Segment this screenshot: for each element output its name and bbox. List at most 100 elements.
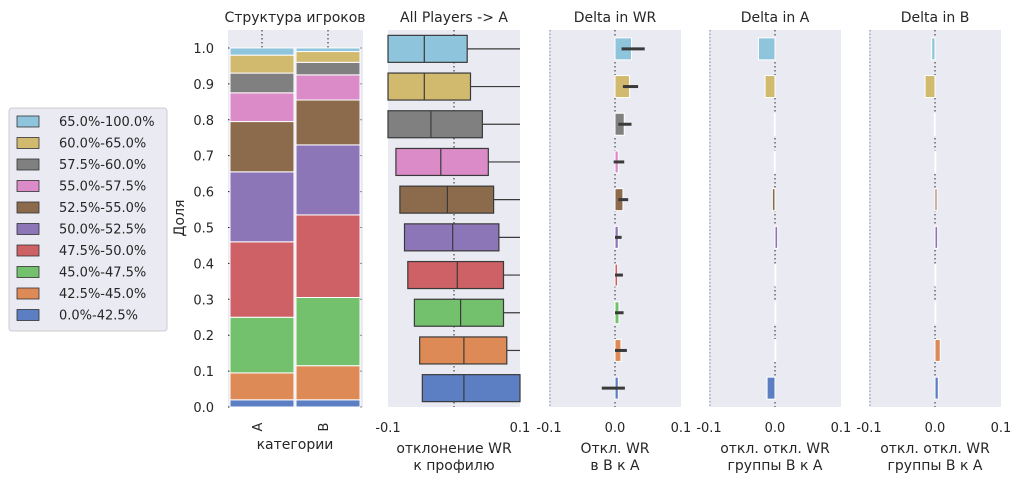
delta-bar (774, 338, 777, 362)
panel2-xtick: 0.1 (510, 421, 531, 436)
stack-segment (229, 316, 295, 374)
delta-bar (934, 150, 937, 174)
panel4-xtick: 0.1 (831, 421, 852, 436)
delta-bar (771, 188, 776, 212)
delta-bar (773, 150, 776, 174)
delta-bar (934, 338, 941, 362)
panel1-ytick: 0.9 (193, 78, 214, 93)
panel3-xlabel: Откл. WR (580, 441, 649, 457)
stack-segment (229, 92, 295, 123)
stack-segment (295, 214, 361, 298)
legend-swatch (16, 266, 40, 278)
stack-segment (295, 296, 361, 367)
panel4-xlabel: откл. откл. WR (720, 441, 830, 457)
legend-swatch (16, 223, 40, 235)
delta-bar (766, 376, 776, 400)
stack-segment (229, 399, 295, 408)
panel5-xlabel: откл. откл. WR (880, 441, 990, 457)
delta-bar (758, 37, 776, 61)
delta-bar (773, 112, 776, 136)
panel5-title: Delta in B (901, 10, 970, 26)
panel4-xtick: -0.1 (696, 421, 721, 436)
stack-segment (295, 144, 361, 216)
panel4-title: Delta in A (741, 10, 810, 26)
stack-segment (295, 61, 361, 76)
panel1-ytick: 0.0 (193, 401, 214, 416)
panel1-ytick: 1.0 (193, 42, 214, 57)
legend-label: 47.5%-50.0% (59, 244, 146, 259)
legend-box (8, 107, 168, 332)
panel1-ytick: 0.6 (193, 186, 214, 201)
panel1-ytick: 0.7 (193, 150, 214, 165)
legend-label: 55.0%-57.5% (59, 180, 146, 195)
stack-segment (295, 51, 361, 63)
panel1-ytick: 0.1 (193, 365, 214, 380)
panel1-title: Структура игроков (224, 10, 365, 26)
legend-label: 42.5%-45.0% (59, 287, 146, 302)
legend-label: 57.5%-60.0% (59, 158, 146, 173)
box (387, 110, 483, 139)
panel3-title: Delta in WR (574, 10, 657, 26)
stack-segment (295, 47, 361, 53)
delta-bar (934, 225, 939, 249)
panel4-xtick: 0.0 (765, 421, 786, 436)
delta-bar (764, 75, 776, 99)
box (399, 185, 495, 214)
panel1-ylabel: Доля (172, 200, 188, 237)
panel3-xlabel: в B к A (590, 458, 640, 474)
panel2-xlabel: к профилю (413, 458, 495, 474)
panel5-xtick: 0.0 (925, 421, 946, 436)
box (387, 72, 472, 101)
delta-bar (931, 37, 936, 61)
panel2-title: All Players -> A (400, 10, 508, 26)
legend-swatch (16, 115, 40, 128)
legend-swatch (16, 137, 40, 149)
panel1-xlabel: категории (257, 437, 334, 453)
stack-segment (229, 372, 295, 401)
stack-segment (229, 171, 295, 243)
stack-segment (295, 399, 361, 408)
delta-bar (934, 263, 937, 287)
panel3-xtick: -0.1 (536, 421, 561, 436)
stack-segment (229, 241, 295, 318)
delta-bar (934, 376, 939, 400)
stack-segment (229, 72, 295, 94)
panel1-ytick: 0.4 (193, 257, 214, 272)
panel1-ytick: 0.8 (193, 114, 214, 129)
panel2-xlabel: отклонение WR (396, 441, 512, 457)
stack-segment (229, 121, 295, 173)
panel2-xtick: -0.1 (375, 421, 400, 436)
delta-bar (933, 112, 936, 136)
legend-label: 50.0%-52.5% (59, 223, 146, 238)
legend-label: 0.0%-42.5% (59, 309, 138, 324)
delta-bar (934, 301, 937, 325)
delta-bar (774, 301, 777, 325)
box (421, 374, 521, 403)
legend-swatch (16, 158, 40, 171)
panel1-xtick: A (251, 422, 266, 431)
legend-swatch (16, 309, 40, 321)
panel5-xlabel: группы B к A (888, 458, 983, 474)
stack-segment (295, 74, 361, 101)
box (419, 336, 508, 365)
panel1-xtick: B (317, 423, 332, 432)
panel3-xtick: 0.0 (605, 421, 626, 436)
box (407, 260, 505, 290)
stack-segment (229, 47, 295, 56)
delta-bar (774, 225, 779, 249)
box (395, 147, 489, 177)
panel1-ytick: 0.3 (193, 293, 214, 308)
panel4-xlabel: группы B к A (728, 458, 823, 474)
box (403, 223, 500, 252)
box (387, 34, 468, 63)
box (413, 298, 505, 327)
legend-label: 65.0%-100.0% (59, 115, 155, 130)
panel5-xtick: 0.1 (991, 421, 1012, 436)
legend-label: 60.0%-65.0% (59, 137, 146, 152)
delta-bar (934, 188, 938, 212)
legend-swatch (16, 201, 40, 214)
panel1-ytick: 0.5 (193, 221, 214, 236)
panel5-xtick: -0.1 (856, 421, 881, 436)
panel3-xtick: 0.1 (671, 421, 692, 436)
delta-bar (924, 75, 936, 99)
